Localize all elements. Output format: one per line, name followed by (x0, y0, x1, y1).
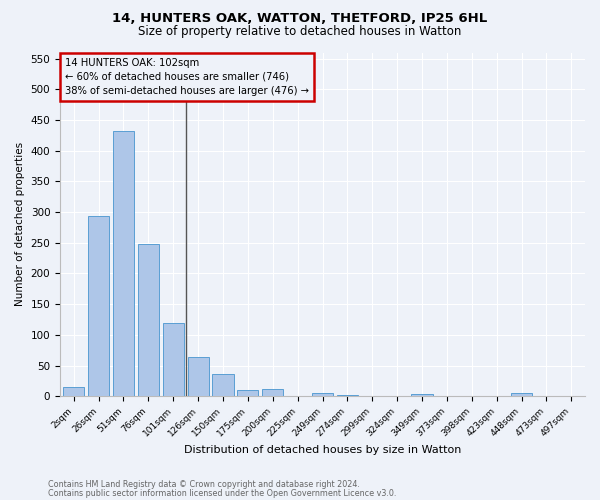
Text: Size of property relative to detached houses in Watton: Size of property relative to detached ho… (139, 25, 461, 38)
Bar (412, 394, 433, 396)
Y-axis label: Number of detached properties: Number of detached properties (15, 142, 25, 306)
Text: 14 HUNTERS OAK: 102sqm
← 60% of detached houses are smaller (746)
38% of semi-de: 14 HUNTERS OAK: 102sqm ← 60% of detached… (65, 58, 309, 96)
Bar (337, 395, 358, 396)
Bar (163, 322, 184, 396)
Bar (88, 216, 109, 396)
Bar (511, 393, 532, 396)
Text: Contains public sector information licensed under the Open Government Licence v3: Contains public sector information licen… (48, 489, 397, 498)
Bar (113, 131, 134, 396)
X-axis label: Distribution of detached houses by size in Watton: Distribution of detached houses by size … (184, 445, 461, 455)
Text: 14, HUNTERS OAK, WATTON, THETFORD, IP25 6HL: 14, HUNTERS OAK, WATTON, THETFORD, IP25 … (112, 12, 488, 26)
Text: Contains HM Land Registry data © Crown copyright and database right 2024.: Contains HM Land Registry data © Crown c… (48, 480, 360, 489)
Bar (63, 387, 84, 396)
Bar (212, 374, 233, 396)
Bar (138, 244, 159, 396)
Bar (312, 393, 333, 396)
Bar (237, 390, 259, 396)
Bar (262, 389, 283, 396)
Bar (188, 357, 209, 396)
